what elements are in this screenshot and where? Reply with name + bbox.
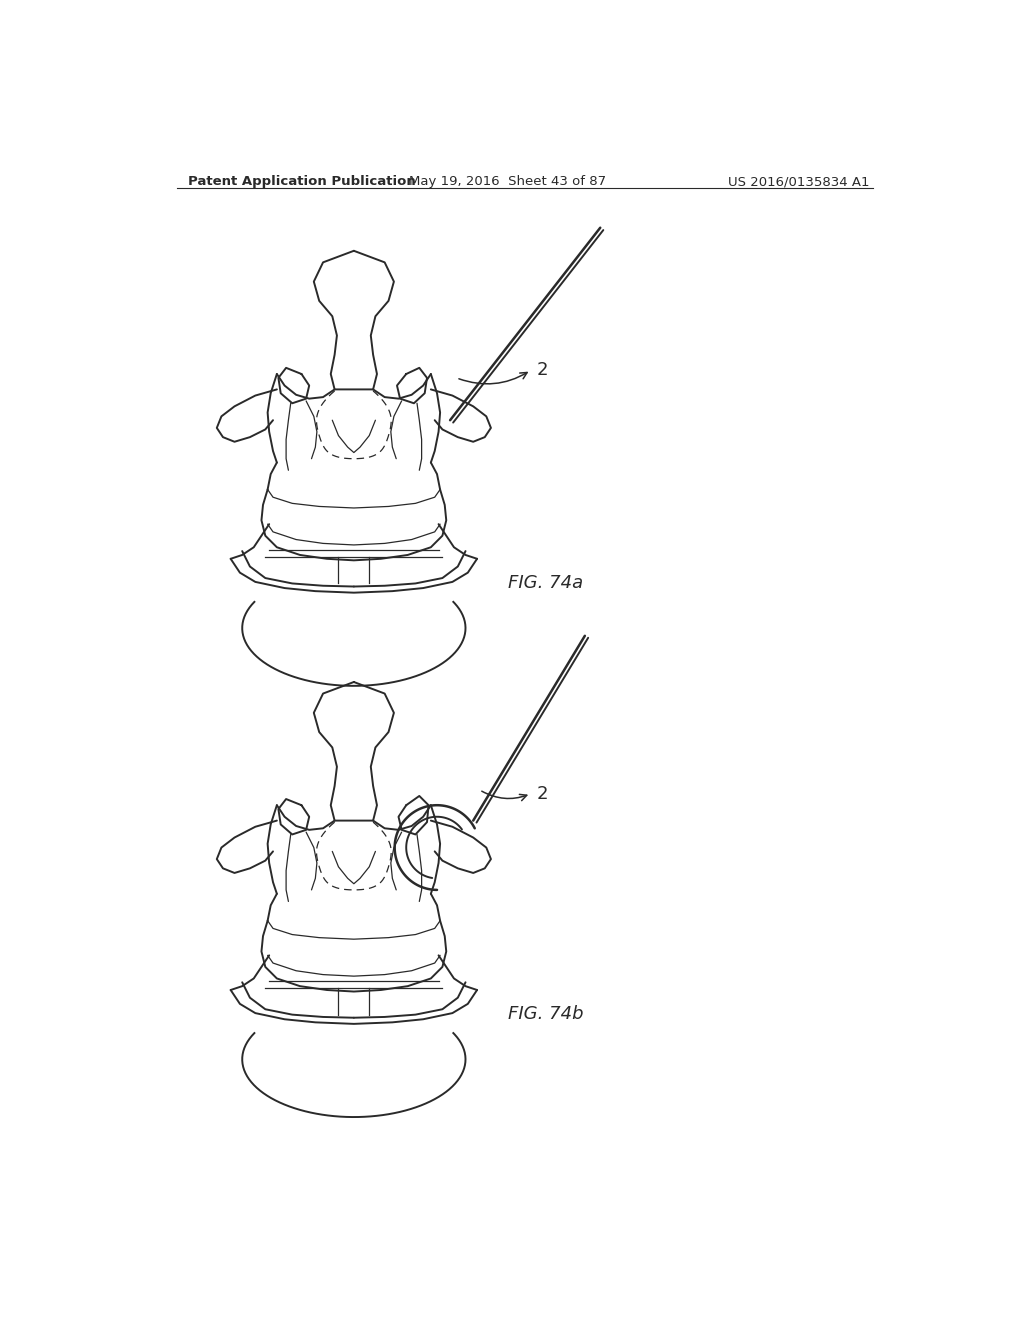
Text: US 2016/0135834 A1: US 2016/0135834 A1 [728,176,869,189]
Text: May 19, 2016  Sheet 43 of 87: May 19, 2016 Sheet 43 of 87 [410,176,606,189]
Text: Patent Application Publication: Patent Application Publication [188,176,416,189]
Text: FIG. 74b: FIG. 74b [508,1006,584,1023]
Text: 2: 2 [538,784,549,803]
Text: FIG. 74a: FIG. 74a [508,574,583,593]
Text: 2: 2 [538,362,549,379]
